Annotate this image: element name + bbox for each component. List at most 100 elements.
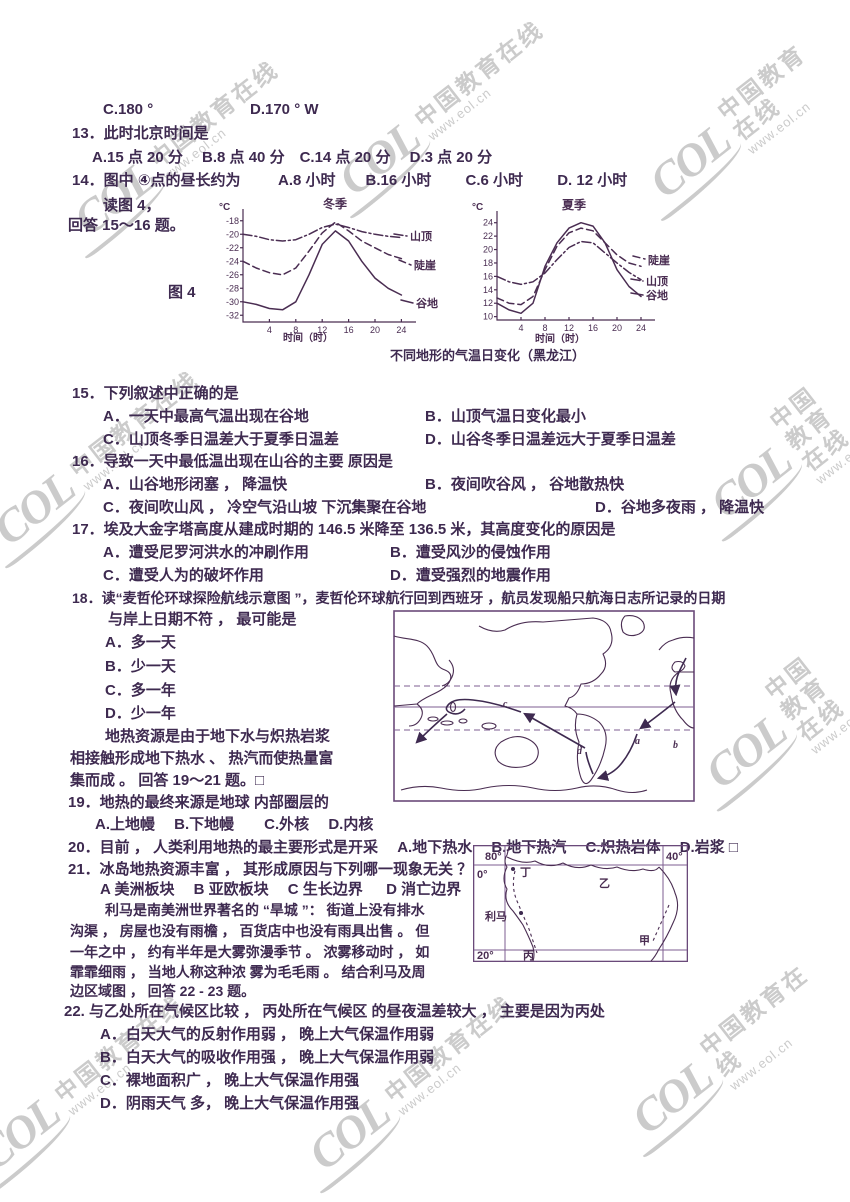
- svg-text:12: 12: [483, 298, 493, 308]
- watermark: COL 中国教育在线 www.eol.cn: [684, 637, 850, 817]
- pacific-coastline: [503, 846, 535, 962]
- svg-text:8: 8: [542, 323, 547, 333]
- q19-stem: 19．地热的最终来源是地球 内部圈层的: [68, 794, 329, 811]
- route-down-south-america: [596, 733, 638, 781]
- label-lima: 利马: [485, 909, 507, 923]
- watermark-cn: 中国教育在线: [409, 15, 549, 133]
- q21-stem: 21．冰岛地热资源丰富 ， 其形成原因与下列哪一现象无关 ？: [68, 861, 473, 878]
- q16-option-d: D．谷地多夜雨 ， 降温快: [595, 499, 765, 516]
- map-point-c: c: [503, 699, 508, 710]
- winter-unit-label: °C: [219, 202, 230, 213]
- map-point-a: a: [635, 736, 640, 747]
- legend-line-douya: [398, 259, 412, 266]
- route-to-philippines-loop: [445, 698, 522, 715]
- watermark: COL 中国教育在线 www.eol.cn: [689, 367, 850, 547]
- lima-para-line4: 霏霏细雨 ， 当地人称这种浓 雾为毛毛雨 。 结合利马及周: [70, 964, 426, 980]
- svg-text:-32: -32: [226, 310, 239, 320]
- lima-para-line5: 边区域图 ， 回答 22 - 23 题。: [70, 983, 256, 999]
- q22-stem: 22. 与乙处所在气候区比较 ， 丙处所在气候区 的昼夜温差较大 ， 主要是因为…: [64, 1003, 605, 1020]
- q18-stem-line2: 与岸上日期不符 ， 最可能是: [108, 611, 297, 628]
- label-point-jia: 甲: [639, 934, 650, 947]
- legend-line-shanding: [630, 278, 644, 282]
- geothermal-para-line3: 集而成 。 回答 19～21 题。□: [70, 772, 265, 789]
- svg-text:16: 16: [344, 325, 354, 335]
- q22-option-d: D．阴雨天气 多， 晚上大气保温作用强: [100, 1095, 360, 1112]
- lima-para-line3: 一年之中 ， 约有半年是大雾弥漫季节 。 浓雾移动时 ， 如: [70, 944, 430, 960]
- q22-option-c: C．裸地面积广 ， 晚上大气保温作用强: [100, 1072, 360, 1089]
- svg-text:4: 4: [267, 325, 272, 335]
- japan-arc: [441, 659, 455, 687]
- svg-text:16: 16: [588, 323, 598, 333]
- label-point-ding: 丁: [520, 866, 531, 879]
- q12-option-d: D.170 ° W: [250, 101, 319, 118]
- fig4-caption: 不同地形的气温日变化（黑龙江）: [390, 348, 586, 363]
- svg-text:20: 20: [483, 245, 493, 255]
- legend-line-douya: [632, 255, 646, 260]
- q15-option-d: D．山谷冬季日温差远大于夏季日温差: [425, 431, 676, 448]
- q22-option-a: A．白天大气的反射作用弱 ， 晚上大气保温作用弱: [100, 1026, 435, 1043]
- svg-text:-28: -28: [226, 283, 239, 293]
- city-dot-ding: [511, 867, 515, 871]
- col-logo: COL: [0, 1086, 73, 1185]
- q13-stem: 13．此时北京时间是: [72, 125, 209, 142]
- svg-text:4: 4: [518, 323, 523, 333]
- watermark-url: www.eol.cn: [425, 85, 495, 144]
- watermark-cn: 中国教育在线: [694, 960, 814, 1082]
- q20-stem: 20．目前 ， 人类利用地热的最主要形式是开采 A.地下热水 B.地下热汽 C.…: [68, 839, 738, 856]
- q17-option-c: C．遭受人为的破坏作用: [103, 567, 264, 584]
- route-into-indian-ocean: [415, 713, 448, 744]
- legend-gudi: 谷地: [646, 288, 668, 302]
- route-through-strait: [585, 751, 594, 775]
- svg-text:12: 12: [317, 325, 327, 335]
- fig4-answer: 回答 15～16 题。: [68, 217, 185, 234]
- q14-options: A.8 小时 B.16 小时 C.6 小时 D. 12 小时: [278, 172, 628, 189]
- iberia-outline: [671, 660, 686, 673]
- svg-text:20: 20: [612, 323, 622, 333]
- watermark-url: www.eol.cn: [726, 1034, 796, 1094]
- map-point-d: d: [577, 746, 583, 757]
- curve-dashed: [242, 221, 403, 276]
- q18-stem-line1: 18．读“麦哲伦环球探险航线示意图 ”，麦哲伦环球航行回到西班牙 ，航员发现船只…: [72, 590, 726, 606]
- map-point-b: b: [673, 740, 678, 751]
- q18-option-c: C．多一年: [105, 682, 176, 699]
- australia-outline: [494, 736, 539, 768]
- lima-para-line1: 利马是南美洲世界著名的 “旱城 ”： 街道上没有排水: [105, 902, 425, 918]
- q16-option-c: C．夜间吹山风 ， 冷空气沿山坡 下沉集聚在谷地: [103, 499, 427, 516]
- summer-xaxis-label: 时间（时）: [535, 332, 585, 345]
- southeast-asia: [408, 703, 423, 727]
- svg-text:24: 24: [396, 325, 406, 335]
- svg-text:-30: -30: [226, 297, 239, 307]
- col-logo: COL: [700, 434, 804, 533]
- col-logo: COL: [622, 1050, 726, 1149]
- q21-options: A 美洲板块 B 亚欧板块 C 生长边界 D 消亡边界: [100, 881, 462, 898]
- q18-option-a: A．多一天: [105, 634, 176, 651]
- greenland-outline: [620, 615, 645, 637]
- q18-option-d: D．少一年: [105, 705, 176, 722]
- winter-temperature-chart: °C 冬季 时间（时） 山顶 陡崖 谷地 -18 -20 -22 -24 -26 -28 -…: [219, 196, 438, 344]
- andes-dashed-line: [512, 870, 538, 954]
- watermark-cn: 中国教育在线: [712, 40, 811, 146]
- city-dot-lima: [519, 911, 523, 915]
- summer-temperature-chart: °C 夏季 时间（时） 陡崖 山顶 谷地 24 22 20 18 16 14 12 10 4 8 1…: [472, 197, 670, 345]
- legend-douya: 陡崖: [648, 253, 670, 267]
- summer-title: 夏季: [562, 197, 587, 212]
- svg-text:-22: -22: [226, 243, 239, 253]
- q17-option-a: A．遭受尼罗河洪水的冲刷作用: [103, 544, 309, 561]
- svg-text:-20: -20: [226, 229, 239, 239]
- q15-option-b: B．山顶气温日变化最小: [425, 408, 586, 425]
- q22-option-b: B．白天大气的吸收作用强 ， 晚上大气保温作用弱: [100, 1049, 435, 1066]
- atlantic-coastline: [650, 866, 679, 962]
- q14-stem: 14．图中 ④点的昼长约为: [72, 172, 241, 189]
- label-0-degrees: 0°: [477, 869, 488, 881]
- map-border: [393, 610, 695, 802]
- africa-outline: [669, 671, 695, 729]
- legend-shanding: 山顶: [410, 229, 432, 243]
- label-80-degrees: 80°: [485, 851, 502, 863]
- legend-line-shanding: [393, 233, 408, 237]
- watermark: COL 中国教育在线 www.eol.cn: [637, 31, 848, 217]
- curve-solid: [496, 221, 642, 315]
- asia-coastline: [393, 635, 452, 707]
- q17-option-d: D．遭受强烈的地震作用: [390, 567, 551, 584]
- legend-douya: 陡崖: [414, 258, 436, 272]
- q17-option-b: B．遭受风沙的侵蚀作用: [390, 544, 551, 561]
